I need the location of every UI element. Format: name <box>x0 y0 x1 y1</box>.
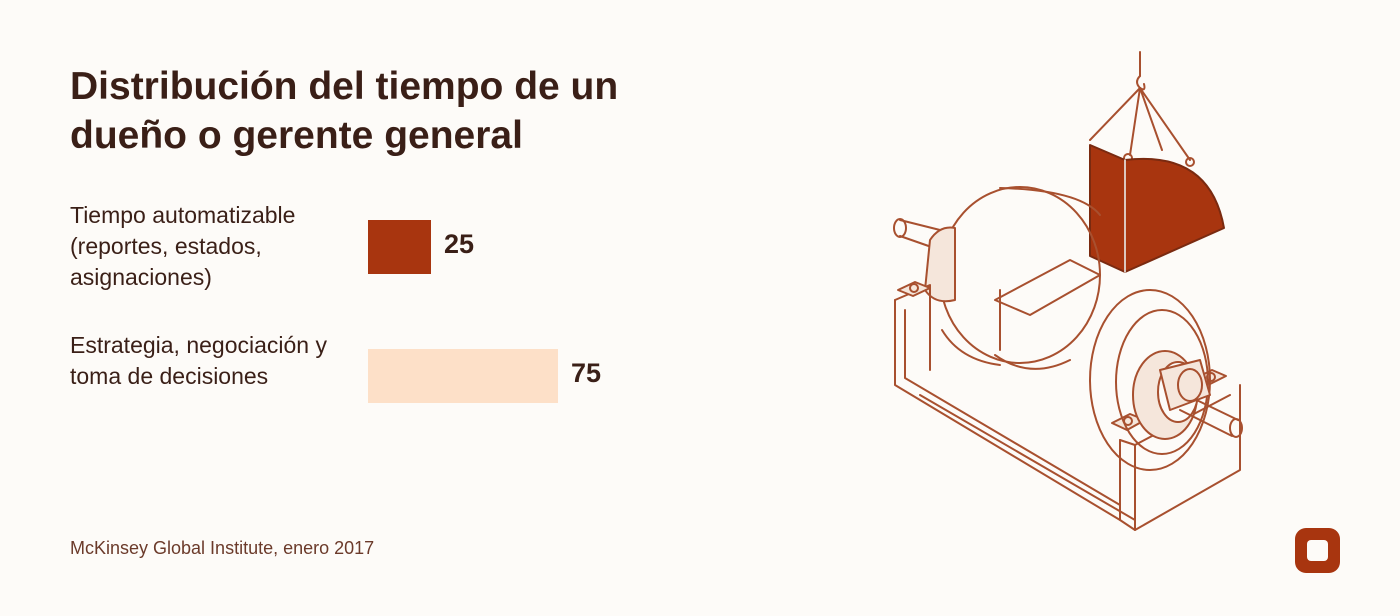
brand-logo-icon <box>1295 528 1340 573</box>
source-note: McKinsey Global Institute, enero 2017 <box>70 538 375 558</box>
winding-machine-illustration <box>893 51 1243 531</box>
value-label-strategy: 75 <box>571 358 602 388</box>
chart-title: Distribución del tiempo de un dueño o ge… <box>70 65 619 157</box>
bar-strategy <box>368 349 558 403</box>
brand-logo-inner <box>1307 540 1328 561</box>
category-label-automatable: Tiempo automatizable (reportes, estados,… <box>70 202 296 290</box>
category-label-strategy: Estrategia, negociación y toma de decisi… <box>70 332 327 389</box>
bar-automatable <box>368 220 431 274</box>
value-label-automatable: 25 <box>444 229 475 259</box>
